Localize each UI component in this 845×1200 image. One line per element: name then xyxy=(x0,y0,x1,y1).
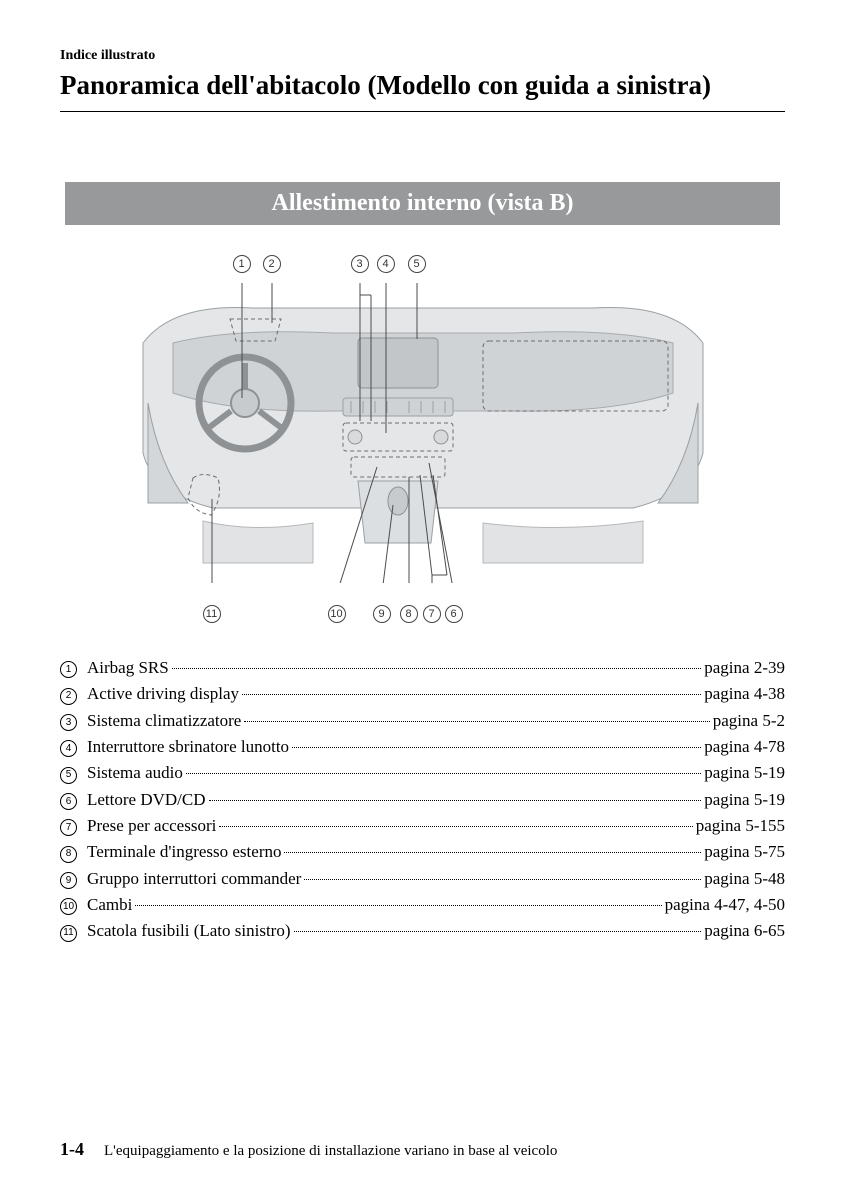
callout-7: 7 xyxy=(423,605,441,623)
legend-page: pagina 5-19 xyxy=(704,760,785,786)
legend-page: pagina 2-39 xyxy=(704,655,785,681)
callout-9: 9 xyxy=(373,605,391,623)
legend-row: 4 Interruttore sbrinatore lunotto pagina … xyxy=(60,734,785,760)
callout-10: 10 xyxy=(328,605,346,623)
leader-dots xyxy=(284,852,701,853)
callout-1: 1 xyxy=(233,255,251,273)
leader-dots xyxy=(304,879,701,880)
legend-label: Scatola fusibili (Lato sinistro) xyxy=(87,918,291,944)
legend-row: 9 Gruppo interruttori commander pagina 5-… xyxy=(60,866,785,892)
legend-row: 11 Scatola fusibili (Lato sinistro) pagin… xyxy=(60,918,785,944)
breadcrumb: Indice illustrato xyxy=(60,48,785,64)
callout-8: 8 xyxy=(400,605,418,623)
leader-dots xyxy=(135,905,661,906)
leader-dots xyxy=(209,800,702,801)
legend-label: Active driving display xyxy=(87,681,239,707)
legend-row: 7 Prese per accessori pagina 5-155 xyxy=(60,813,785,839)
page-title: Panoramica dell'abitacolo (Modello con g… xyxy=(60,70,785,112)
footer-note: L'equipaggiamento e la posizione di inst… xyxy=(104,1143,557,1160)
legend-label: Sistema audio xyxy=(87,760,183,786)
legend-page: pagina 5-48 xyxy=(704,866,785,892)
legend-num: 11 xyxy=(60,925,77,942)
legend-label: Terminale d'ingresso esterno xyxy=(87,839,281,865)
section-banner: Allestimento interno (vista B) xyxy=(65,182,780,225)
legend-page: pagina 4-78 xyxy=(704,734,785,760)
diagram-container: 1 2 3 4 5 6 7 8 9 10 11 xyxy=(133,255,713,625)
legend-page: pagina 4-47, 4-50 xyxy=(665,892,785,918)
legend-num: 2 xyxy=(60,688,77,705)
dashboard-svg xyxy=(133,283,713,583)
callout-6: 6 xyxy=(445,605,463,623)
legend-num: 10 xyxy=(60,898,77,915)
leader-dots xyxy=(242,694,701,695)
legend-page: pagina 5-2 xyxy=(713,708,785,734)
legend-row: 10 Cambi pagina 4-47, 4-50 xyxy=(60,892,785,918)
legend-num: 1 xyxy=(60,661,77,678)
legend-page: pagina 4-38 xyxy=(704,681,785,707)
legend-page: pagina 5-155 xyxy=(696,813,785,839)
leader-dots xyxy=(292,747,701,748)
legend-row: 1 Airbag SRS pagina 2-39 xyxy=(60,655,785,681)
legend-num: 8 xyxy=(60,846,77,863)
callout-2: 2 xyxy=(263,255,281,273)
legend-row: 5 Sistema audio pagina 5-19 xyxy=(60,760,785,786)
legend-num: 7 xyxy=(60,819,77,836)
page-footer: 1-4 L'equipaggiamento e la posizione di … xyxy=(60,1139,557,1160)
dashboard-diagram: 1 2 3 4 5 6 7 8 9 10 11 xyxy=(133,255,713,625)
leader-dots xyxy=(219,826,692,827)
legend-page: pagina 6-65 xyxy=(704,918,785,944)
callout-3: 3 xyxy=(351,255,369,273)
leader-dots xyxy=(172,668,702,669)
legend-label: Gruppo interruttori commander xyxy=(87,866,301,892)
legend-num: 3 xyxy=(60,714,77,731)
leader-dots xyxy=(186,773,701,774)
callout-4: 4 xyxy=(377,255,395,273)
legend-page: pagina 5-19 xyxy=(704,787,785,813)
legend-label: Interruttore sbrinatore lunotto xyxy=(87,734,289,760)
legend-label: Prese per accessori xyxy=(87,813,216,839)
leader-dots xyxy=(294,931,702,932)
legend-page: pagina 5-75 xyxy=(704,839,785,865)
legend-row: 6 Lettore DVD/CD pagina 5-19 xyxy=(60,787,785,813)
callout-5: 5 xyxy=(408,255,426,273)
leader-dots xyxy=(244,721,709,722)
callout-11: 11 xyxy=(203,605,221,623)
legend-num: 9 xyxy=(60,872,77,889)
legend-label: Sistema climatizzatore xyxy=(87,708,241,734)
legend-label: Airbag SRS xyxy=(87,655,169,681)
legend-list: 1 Airbag SRS pagina 2-39 2 Active driving d… xyxy=(60,655,785,945)
page-number: 1-4 xyxy=(60,1139,84,1160)
legend-num: 6 xyxy=(60,793,77,810)
legend-num: 4 xyxy=(60,740,77,757)
legend-label: Lettore DVD/CD xyxy=(87,787,206,813)
legend-row: 3 Sistema climatizzatore pagina 5-2 xyxy=(60,708,785,734)
legend-row: 2 Active driving display pagina 4-38 xyxy=(60,681,785,707)
legend-label: Cambi xyxy=(87,892,132,918)
legend-row: 8 Terminale d'ingresso esterno pagina 5-7… xyxy=(60,839,785,865)
legend-num: 5 xyxy=(60,767,77,784)
